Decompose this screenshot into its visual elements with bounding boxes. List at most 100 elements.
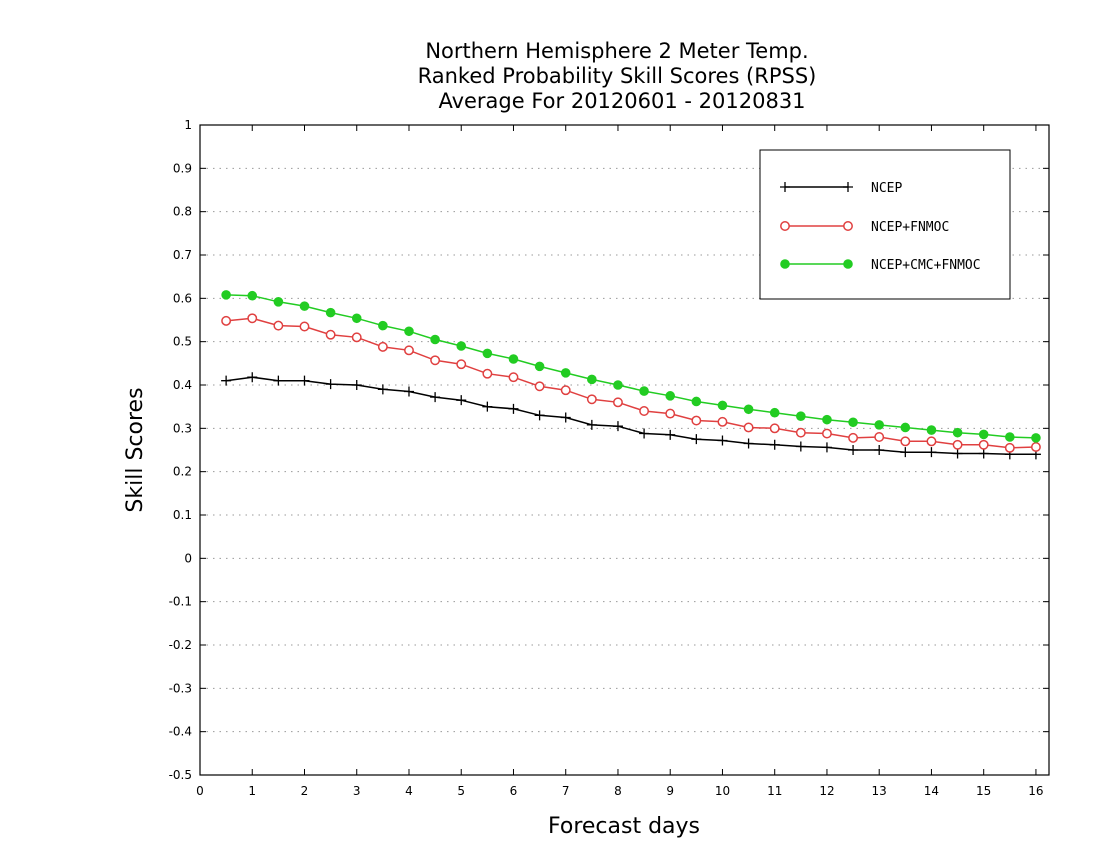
y-tick-label: 0.4 — [173, 378, 192, 392]
data-point — [639, 406, 650, 416]
data-point — [900, 447, 911, 458]
data-point — [221, 315, 232, 326]
data-point — [926, 447, 937, 458]
data-point — [952, 439, 963, 450]
data-point — [1030, 442, 1041, 452]
data-point — [691, 434, 702, 445]
legend-item: NCEP+CMC+FNMOC — [780, 258, 981, 273]
data-point — [560, 368, 571, 378]
chart-title: Northern Hemisphere 2 Meter Temp. Ranked… — [418, 39, 817, 113]
data-point — [351, 332, 362, 343]
chart-title-line-2: Ranked Probability Skill Scores (RPSS) — [418, 64, 817, 88]
y-tick-label: -0.5 — [169, 768, 192, 782]
y-tick-label: 0.8 — [173, 205, 192, 219]
x-tick-label: 7 — [562, 784, 570, 798]
data-point — [900, 436, 911, 447]
x-tick-label: 14 — [924, 784, 939, 798]
y-tick-label: 0.3 — [173, 421, 192, 435]
legend-box — [759, 149, 1011, 300]
data-point — [795, 441, 806, 452]
data-point — [717, 416, 728, 427]
x-tick-label: 0 — [196, 784, 204, 798]
data-point — [430, 392, 441, 403]
data-point — [843, 182, 853, 192]
y-tick-label: 0.6 — [173, 291, 192, 305]
data-point — [325, 307, 336, 318]
data-point — [952, 448, 963, 459]
legend-label: NCEP+FNMOC — [871, 220, 949, 235]
data-point — [665, 391, 676, 401]
data-point — [978, 448, 989, 459]
data-point — [377, 341, 388, 352]
data-point — [1005, 432, 1015, 442]
data-point — [691, 415, 702, 426]
y-tick-label: -0.2 — [169, 638, 192, 652]
x-tick-label: 16 — [1028, 784, 1043, 798]
legend: NCEP NCEP+FNMOC NCEP+CMC+FNMOC — [759, 149, 1011, 300]
data-point — [430, 355, 441, 366]
data-point — [926, 436, 937, 447]
y-tick-label: 0 — [184, 551, 192, 565]
x-tick-label: 5 — [457, 784, 465, 798]
data-point — [822, 428, 832, 439]
data-point — [743, 438, 754, 449]
data-point — [534, 361, 545, 372]
data-point — [482, 348, 493, 359]
y-tick-label: 1 — [184, 118, 192, 132]
x-axis-title: Forecast days — [548, 814, 700, 839]
data-point — [780, 221, 790, 231]
data-point — [221, 290, 231, 300]
data-point — [743, 422, 754, 433]
data-point — [299, 375, 310, 386]
data-point — [978, 429, 989, 440]
x-tick-label: 2 — [301, 784, 309, 798]
data-point — [926, 425, 937, 435]
data-point — [848, 417, 858, 428]
data-point — [299, 301, 310, 311]
data-point — [613, 380, 623, 390]
series-ncep-cmc-fnmoc — [221, 290, 1041, 443]
data-point — [665, 408, 676, 419]
x-tick-label: 4 — [405, 784, 413, 798]
data-point — [613, 397, 623, 408]
data-point — [378, 320, 388, 331]
data-point — [377, 384, 388, 395]
data-point — [848, 432, 859, 443]
series-line — [226, 294, 1036, 439]
chart-title-line-3: Average For 20120601 - 20120831 — [438, 89, 805, 113]
data-point — [843, 259, 853, 269]
data-point — [273, 375, 284, 386]
data-point — [848, 445, 859, 455]
data-point — [404, 345, 414, 356]
x-tick-label: 3 — [353, 784, 361, 798]
data-point — [221, 375, 232, 386]
plot-area-frame — [199, 124, 1050, 776]
series-group — [221, 290, 1041, 460]
data-point — [612, 421, 623, 432]
data-point — [247, 372, 258, 383]
data-point — [717, 400, 728, 411]
y-tick-label: 0.1 — [173, 508, 192, 522]
data-point — [587, 374, 597, 385]
chart-title-line-1: Northern Hemisphere 2 Meter Temp. — [425, 39, 808, 63]
data-point — [874, 445, 885, 455]
y-tick-label: -0.3 — [169, 681, 192, 695]
data-point — [769, 423, 780, 434]
data-point — [1004, 442, 1015, 453]
data-point — [796, 411, 806, 422]
data-point — [639, 386, 649, 396]
x-tick-label: 12 — [819, 784, 834, 798]
legend-item: NCEP+FNMOC — [780, 220, 949, 235]
data-point — [769, 407, 780, 418]
data-point — [351, 380, 362, 390]
data-point — [403, 386, 414, 397]
data-point — [456, 395, 467, 406]
data-point — [534, 410, 545, 421]
x-tick-label: 8 — [614, 784, 622, 798]
data-point — [639, 428, 650, 439]
data-point — [534, 381, 545, 392]
data-point — [247, 290, 258, 301]
data-point — [952, 427, 963, 438]
